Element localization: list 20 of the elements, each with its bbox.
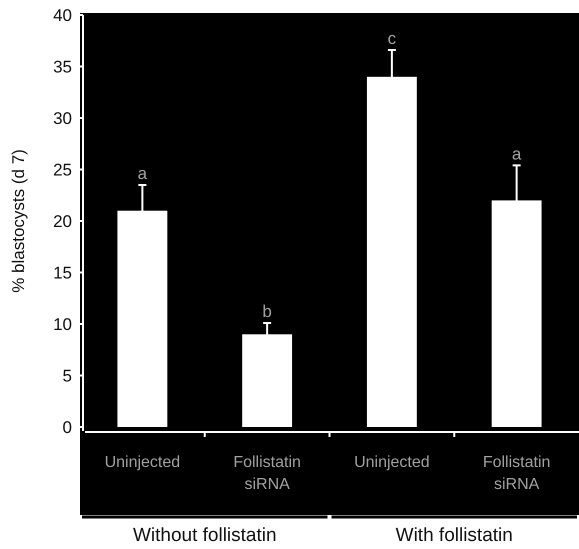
text: Without follistatin xyxy=(132,525,277,546)
data-label: a xyxy=(138,164,148,183)
y-axis-title: % blastocysts (d 7) xyxy=(9,149,28,293)
x-tick-label: Follistatin siRNA xyxy=(233,454,301,493)
y-tick-label: 25 xyxy=(53,160,72,180)
y-tick-label: 15 xyxy=(53,263,72,282)
x-tick-label: Uninjected xyxy=(354,454,430,471)
y-tick-label: 5 xyxy=(62,366,72,386)
x-tick-label: Follistatin siRNA xyxy=(482,454,550,493)
x-tick-label: Uninjected xyxy=(104,454,180,471)
data-label: c xyxy=(388,29,397,48)
y-tick-label: 30 xyxy=(53,108,72,128)
y-tick-label: 35 xyxy=(53,57,72,76)
y-tick-label: 0 xyxy=(62,418,72,437)
data-label: b xyxy=(262,302,272,321)
y-tick-label: 20 xyxy=(53,212,72,231)
y-tick-label: 10 xyxy=(53,314,72,334)
y-tick-label: 40 xyxy=(53,6,72,25)
data-label: a xyxy=(512,144,522,164)
text: With follistatin xyxy=(396,525,513,546)
